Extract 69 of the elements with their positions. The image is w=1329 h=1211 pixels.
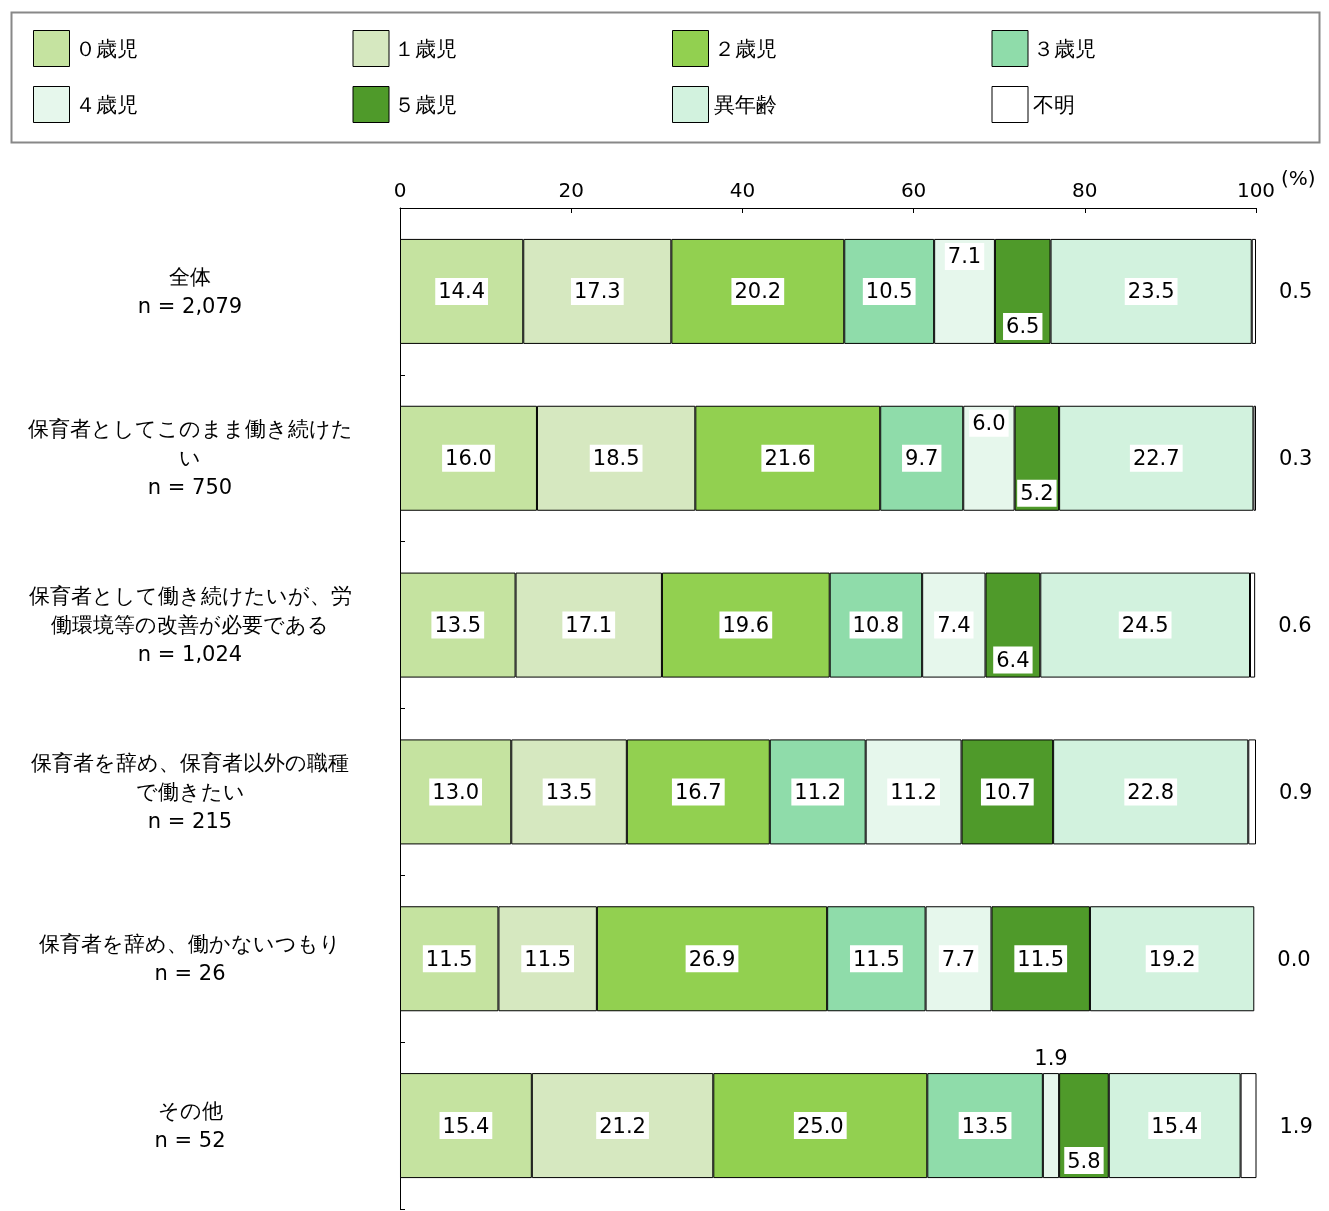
data-label: 11.5 xyxy=(524,946,572,971)
data-label: 14.4 xyxy=(438,279,486,304)
data-label: 13.0 xyxy=(432,779,480,804)
data-label: 5.2 xyxy=(1020,481,1054,506)
data-label: 26.9 xyxy=(688,946,736,971)
legend-label: ２歳児 xyxy=(713,36,777,61)
data-label: 11.5 xyxy=(852,946,900,971)
y-tick-label: 保育者を辞め、働かないつもり n = 26 xyxy=(39,932,341,986)
data-label: 10.5 xyxy=(865,279,913,304)
y-tick-label: 保育者を辞め、保育者以外の職種で働きたい n = 215 xyxy=(31,750,349,833)
data-label: 19.6 xyxy=(722,613,770,638)
x-tick-label: 100 xyxy=(1236,178,1276,202)
data-label: 22.7 xyxy=(1132,446,1180,471)
data-label: 13.5 xyxy=(961,1113,1009,1138)
data-label: 0.9 xyxy=(1279,779,1313,804)
data-label: 1.9 xyxy=(1279,1113,1313,1138)
data-label: 17.1 xyxy=(565,613,613,638)
data-label: 24.5 xyxy=(1121,613,1169,638)
legend-label: ５歳児 xyxy=(394,92,457,117)
data-label: 13.5 xyxy=(545,779,593,804)
data-label: 21.2 xyxy=(599,1113,646,1138)
data-label: 20.2 xyxy=(734,279,782,304)
data-label: 11.2 xyxy=(890,779,937,804)
legend-label: ４歳児 xyxy=(74,92,138,117)
y-tick-label: 全体 n = 2,079 xyxy=(137,264,243,318)
data-label: 19.2 xyxy=(1148,946,1196,971)
data-label: 25.0 xyxy=(796,1113,844,1138)
data-label: 5.8 xyxy=(1067,1148,1101,1173)
data-label: 15.4 xyxy=(1151,1113,1199,1138)
data-label: 6.5 xyxy=(1006,314,1040,339)
legend-label: ３歳児 xyxy=(1033,36,1096,61)
data-label: 21.6 xyxy=(764,446,812,471)
data-label: 15.4 xyxy=(442,1113,490,1138)
data-label: 7.4 xyxy=(937,613,971,638)
y-tick-label: 保育者としてこのまま働き続けたい n = 750 xyxy=(27,417,353,500)
data-label: 0.5 xyxy=(1279,279,1313,304)
data-label: 11.5 xyxy=(1017,946,1065,971)
x-tick-label: 80 xyxy=(1072,178,1098,202)
legend-label: 不明 xyxy=(1033,92,1075,117)
data-label: 0.3 xyxy=(1279,446,1313,471)
legend-label: 異年齢 xyxy=(713,92,777,117)
x-tick-label: 40 xyxy=(729,178,756,202)
data-label: 11.5 xyxy=(425,946,473,971)
data-label: 11.2 xyxy=(794,779,842,804)
data-label: 10.7 xyxy=(983,779,1031,804)
data-label: 0.0 xyxy=(1277,946,1311,971)
data-label: 13.5 xyxy=(434,613,482,638)
data-label: 22.8 xyxy=(1127,779,1175,804)
x-axis-title: (%) xyxy=(1280,166,1316,190)
x-tick-label: 20 xyxy=(558,178,584,202)
data-label: 7.7 xyxy=(941,946,976,971)
legend-label: １歳児 xyxy=(394,36,457,61)
data-label: 6.0 xyxy=(972,411,1006,436)
data-label: 17.3 xyxy=(573,279,621,304)
data-label: 6.4 xyxy=(996,648,1030,673)
data-label: 18.5 xyxy=(592,446,640,471)
data-label: 23.5 xyxy=(1127,279,1175,304)
data-label: 16.7 xyxy=(674,779,722,804)
x-tick-label: 60 xyxy=(900,178,927,202)
data-label: 1.9 xyxy=(1034,1045,1068,1070)
data-label: 7.1 xyxy=(947,244,982,269)
x-tick-label: 0 xyxy=(393,178,407,202)
data-label: 16.0 xyxy=(445,446,492,471)
legend-label: ０歳児 xyxy=(74,36,138,61)
data-label: 9.7 xyxy=(905,446,939,471)
data-label: 0.6 xyxy=(1278,613,1312,638)
y-tick-label: 保育者として働き続けたいが、労働環境等の改善が必要である n = 1,024 xyxy=(28,584,352,667)
y-tick-label: その他 n = 52 xyxy=(154,1099,226,1153)
data-label: 10.8 xyxy=(852,613,900,638)
